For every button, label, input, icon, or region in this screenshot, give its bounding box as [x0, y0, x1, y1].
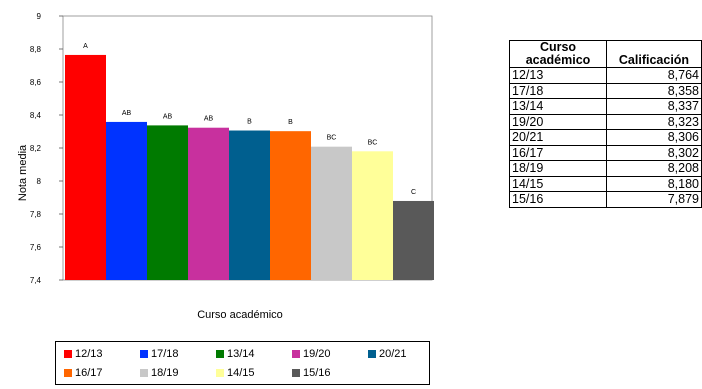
- legend-item: 14/15: [216, 366, 255, 380]
- table-row: 13/14 8,337: [509, 98, 702, 115]
- legend-label: 20/21: [379, 348, 407, 360]
- legend-item: 17/18: [140, 347, 179, 361]
- legend-swatch: [216, 369, 224, 377]
- legend-swatch: [140, 350, 148, 358]
- table-row: 19/20 8,323: [509, 113, 702, 130]
- table-cell-year: 17/18: [509, 82, 607, 99]
- y-tick-label: 7,8: [30, 210, 42, 219]
- y-tick-label: 8,6: [30, 78, 42, 87]
- legend-item: 20/21: [368, 347, 407, 361]
- group-labels: A AB AB AB B B BC BC C: [83, 43, 416, 196]
- bar-19-20: [188, 127, 229, 280]
- legend-item: 19/20: [292, 347, 331, 361]
- table-cell-year: 19/20: [509, 113, 607, 130]
- table-cell-grade: 7,879: [606, 191, 702, 208]
- bar-15-16: [393, 200, 434, 280]
- table-cell-year: 14/15: [509, 175, 607, 192]
- table-cell-year: 13/14: [509, 98, 607, 115]
- table-row: 20/21 8,306: [509, 129, 702, 146]
- table-cell-grade: 8,208: [606, 160, 702, 177]
- table-row: 18/19 8,208: [509, 160, 702, 177]
- table-row: 15/16 7,879: [509, 191, 702, 208]
- group-label: AB: [122, 110, 132, 117]
- legend-label: 18/19: [151, 367, 179, 379]
- table-row: 12/13 8,764: [509, 67, 702, 84]
- legend-swatch: [64, 350, 72, 358]
- legend-item: 18/19: [140, 366, 179, 380]
- table-header-year: Curso académico: [509, 40, 607, 68]
- legend-label: 14/15: [227, 367, 255, 379]
- table-row: 17/18 8,358: [509, 82, 702, 99]
- table-cell-grade: 8,323: [606, 113, 702, 130]
- bar-18-19: [311, 146, 352, 280]
- chart-legend: 12/13 17/18 13/14 19/20 20/21 16/17 18/19 14/15…: [55, 341, 430, 385]
- legend-label: 19/20: [303, 348, 331, 360]
- legend-item: 16/17: [64, 366, 103, 380]
- legend-item: 13/14: [216, 347, 255, 361]
- bar-13-14: [147, 125, 188, 281]
- group-label: A: [83, 43, 88, 50]
- group-label: B: [288, 119, 293, 126]
- y-tick-label: 9: [37, 12, 42, 21]
- y-tick-label: 8,2: [30, 144, 42, 153]
- group-label: AB: [204, 116, 214, 123]
- table-cell-grade: 8,358: [606, 82, 702, 99]
- legend-swatch: [292, 350, 300, 358]
- legend-label: 16/17: [75, 367, 103, 379]
- legend-swatch: [216, 350, 224, 358]
- y-tick-label: 8: [37, 177, 42, 186]
- legend-item: 12/13: [64, 347, 103, 361]
- group-label: AB: [163, 113, 173, 120]
- table-cell-year: 18/19: [509, 160, 607, 177]
- table-row: 16/17 8,302: [509, 144, 702, 161]
- legend-swatch: [292, 369, 300, 377]
- table-cell-year: 16/17: [509, 144, 607, 161]
- y-tick-label: 7,4: [30, 276, 42, 285]
- group-label: BC: [327, 135, 337, 142]
- table-cell-grade: 8,302: [606, 144, 702, 161]
- bar-12-13: [65, 54, 106, 280]
- table-cell-grade: 8,306: [606, 129, 702, 146]
- grades-table: Curso académico Calificación 12/13 8,764 1…: [509, 40, 702, 208]
- legend-label: 12/13: [75, 348, 103, 360]
- legend-swatch: [140, 369, 148, 377]
- legend-label: 13/14: [227, 348, 255, 360]
- table-cell-grade: 8,337: [606, 98, 702, 115]
- group-label: BC: [368, 139, 378, 146]
- table-cell-year: 20/21: [509, 129, 607, 146]
- table-header-grade: Calificación: [606, 40, 702, 68]
- bar-17-18: [106, 121, 147, 281]
- bars: [65, 54, 434, 281]
- table-cell-grade: 8,180: [606, 175, 702, 192]
- table-cell-year: 12/13: [509, 67, 607, 84]
- y-axis-title: Nota media: [17, 144, 29, 201]
- legend-label: 15/16: [303, 367, 331, 379]
- bar-14-15: [352, 151, 393, 280]
- legend-swatch: [64, 369, 72, 377]
- bar-16-17: [270, 131, 311, 280]
- table-row: 14/15 8,180: [509, 175, 702, 192]
- table-cell-year: 15/16: [509, 191, 607, 208]
- table-cell-grade: 8,764: [606, 67, 702, 84]
- legend-label: 17/18: [151, 348, 179, 360]
- bar-20-21: [229, 130, 270, 280]
- y-tick-label: 8,8: [30, 45, 42, 54]
- group-label: B: [247, 119, 252, 126]
- group-label: C: [411, 189, 416, 196]
- y-axis: 7,4 7,6 7,8 8 8,2 8,4 8,6 8,8 9: [30, 12, 63, 285]
- legend-swatch: [368, 350, 376, 358]
- table-header-row: Curso académico Calificación: [509, 40, 702, 68]
- legend-item: 15/16: [292, 366, 331, 380]
- y-tick-label: 7,6: [30, 243, 42, 252]
- y-tick-label: 8,4: [30, 111, 42, 120]
- x-axis-title: Curso académico: [197, 309, 283, 321]
